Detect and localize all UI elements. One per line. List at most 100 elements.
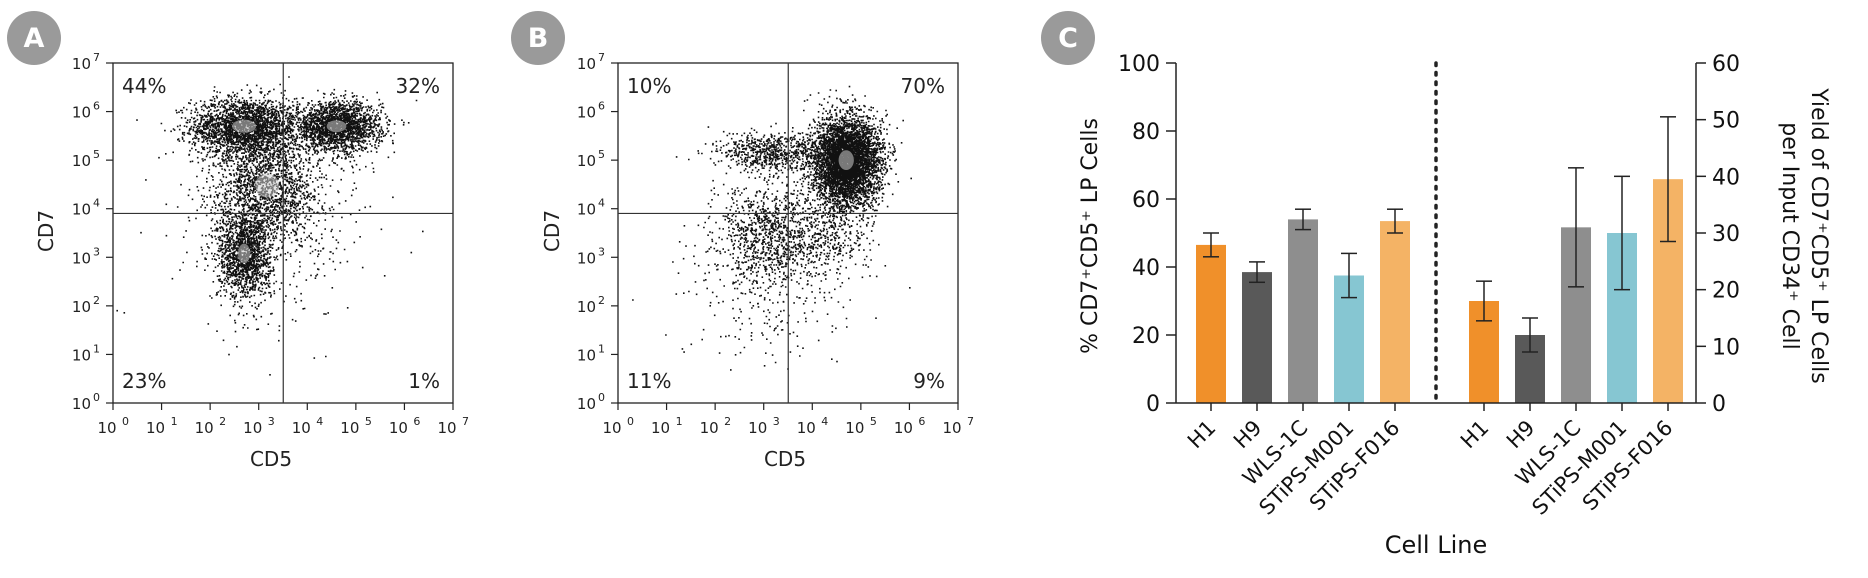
y-tick-label: 10 bbox=[72, 249, 91, 267]
flow-b-ticks: 10 010 010 110 110 210 210 310 310 410 410 510 510 61… bbox=[577, 51, 974, 437]
y-tick-exponent: 7 bbox=[598, 51, 605, 64]
flow-b-x-label: CD5 bbox=[764, 447, 806, 471]
flow-b-events bbox=[632, 85, 912, 383]
x-tick-exponent: 2 bbox=[219, 415, 226, 428]
flow-a-quadrant-lower-right: 1% bbox=[408, 369, 440, 393]
x-tick-label: 10 bbox=[437, 419, 456, 437]
x-tick-label: 10 bbox=[700, 419, 719, 437]
y-tick-exponent: 1 bbox=[93, 342, 100, 355]
density-core-1 bbox=[326, 120, 347, 133]
left-tick-label: 60 bbox=[1132, 188, 1160, 213]
x-tick-label: 10 bbox=[845, 419, 864, 437]
y-tick-label: 10 bbox=[72, 201, 91, 219]
x-tick-label: 10 bbox=[97, 419, 116, 437]
x-tick-exponent: 1 bbox=[676, 415, 683, 428]
bar-c-y-left-label: % CD7⁺CD5⁺ LP Cells bbox=[1078, 118, 1103, 354]
y-tick-exponent: 4 bbox=[93, 197, 100, 210]
flow-b-y-label: CD7 bbox=[540, 210, 564, 252]
x-tick-exponent: 5 bbox=[365, 415, 372, 428]
left-tick-label: 100 bbox=[1118, 52, 1160, 77]
panel-a-badge bbox=[7, 11, 61, 65]
right-tick-label: 10 bbox=[1712, 335, 1740, 360]
y-tick-exponent: 2 bbox=[598, 294, 605, 307]
flow-b-quadrant-lower-right: 9% bbox=[913, 369, 945, 393]
x-tick-exponent: 3 bbox=[773, 415, 780, 428]
panel-b-badge bbox=[511, 11, 565, 65]
bar-wls-1c bbox=[1288, 219, 1318, 403]
x-tick-exponent: 0 bbox=[627, 415, 634, 428]
x-tick-exponent: 6 bbox=[413, 415, 420, 428]
x-tick-exponent: 5 bbox=[870, 415, 877, 428]
y-tick-label: 10 bbox=[577, 55, 596, 73]
flow-a-quadrant-lower-left: 23% bbox=[122, 369, 166, 393]
x-tick-label: 10 bbox=[651, 419, 670, 437]
y-tick-label: 10 bbox=[577, 104, 596, 122]
density-core-2 bbox=[237, 243, 251, 264]
x-tick-label: 10 bbox=[748, 419, 767, 437]
right-tick-label: 20 bbox=[1712, 279, 1740, 304]
bar-h1 bbox=[1196, 244, 1226, 403]
right-tick-label: 60 bbox=[1712, 52, 1740, 77]
y-tick-exponent: 5 bbox=[93, 148, 100, 161]
y-tick-label: 10 bbox=[72, 55, 91, 73]
flow-b-quadrant-upper-left: 10% bbox=[627, 74, 671, 98]
x-tick-label: 10 bbox=[195, 419, 214, 437]
y-tick-exponent: 6 bbox=[598, 100, 605, 113]
density-core-0 bbox=[838, 150, 854, 170]
flow-a-quadrant-upper-left: 44% bbox=[122, 74, 166, 98]
y-tick-exponent: 6 bbox=[93, 100, 100, 113]
x-tick-exponent: 2 bbox=[724, 415, 731, 428]
x-tick-label: H9 bbox=[1229, 416, 1267, 454]
x-tick-label: 10 bbox=[146, 419, 165, 437]
flow-a-x-label: CD5 bbox=[250, 447, 292, 471]
bar-c-y-right-label-line2: per Input CD34⁺ Cell bbox=[1777, 122, 1802, 350]
x-tick-label: H9 bbox=[1502, 416, 1540, 454]
y-tick-label: 10 bbox=[72, 395, 91, 413]
y-tick-label: 10 bbox=[72, 298, 91, 316]
y-tick-exponent: 5 bbox=[598, 148, 605, 161]
right-tick-label: 40 bbox=[1712, 165, 1740, 190]
flow-a-y-label: CD7 bbox=[34, 210, 58, 252]
y-tick-label: 10 bbox=[577, 395, 596, 413]
flow-b-quadrant-upper-right: 70% bbox=[901, 74, 945, 98]
bar-c-y-right-label-line1: Yield of CD7⁺CD5⁺ LP Cells bbox=[1806, 87, 1831, 384]
x-tick-exponent: 3 bbox=[268, 415, 275, 428]
y-tick-label: 10 bbox=[577, 249, 596, 267]
flow-a-quadrant-upper-right: 32% bbox=[396, 74, 440, 98]
panel-b-letter: B bbox=[528, 23, 549, 54]
x-tick-label: H1 bbox=[1183, 416, 1221, 454]
y-tick-label: 10 bbox=[72, 104, 91, 122]
right-tick-label: 30 bbox=[1712, 222, 1740, 247]
y-tick-exponent: 0 bbox=[598, 391, 605, 404]
panel-c-letter: C bbox=[1058, 23, 1078, 54]
y-tick-exponent: 4 bbox=[598, 197, 605, 210]
x-tick-exponent: 4 bbox=[316, 415, 323, 428]
x-tick-exponent: 4 bbox=[821, 415, 828, 428]
x-tick-label: 10 bbox=[942, 419, 961, 437]
bar-h9 bbox=[1242, 272, 1272, 403]
flow-b-quadrant-lower-left: 11% bbox=[627, 369, 671, 393]
panel-a-letter: A bbox=[24, 23, 45, 54]
y-tick-label: 10 bbox=[72, 152, 91, 170]
y-tick-exponent: 2 bbox=[93, 294, 100, 307]
y-tick-exponent: 7 bbox=[93, 51, 100, 64]
x-tick-exponent: 1 bbox=[171, 415, 178, 428]
left-tick-label: 40 bbox=[1132, 256, 1160, 281]
y-tick-exponent: 1 bbox=[598, 342, 605, 355]
y-tick-exponent: 0 bbox=[93, 391, 100, 404]
x-tick-label: H1 bbox=[1456, 416, 1494, 454]
flow-a-ticks: 10 010 010 110 110 210 210 310 310 410 410 510 510 61… bbox=[72, 51, 469, 437]
x-tick-exponent: 0 bbox=[122, 415, 129, 428]
y-tick-label: 10 bbox=[577, 346, 596, 364]
y-tick-exponent: 3 bbox=[598, 245, 605, 258]
x-tick-exponent: 7 bbox=[967, 415, 974, 428]
right-tick-label: 50 bbox=[1712, 109, 1740, 134]
x-tick-label: 10 bbox=[389, 419, 408, 437]
panel-b: B 10 010 010 110 110 210 210 310 310 410 410 510 510… bbox=[511, 11, 974, 471]
x-tick-label: 10 bbox=[340, 419, 359, 437]
x-tick-label: 10 bbox=[894, 419, 913, 437]
left-tick-label: 80 bbox=[1132, 120, 1160, 145]
